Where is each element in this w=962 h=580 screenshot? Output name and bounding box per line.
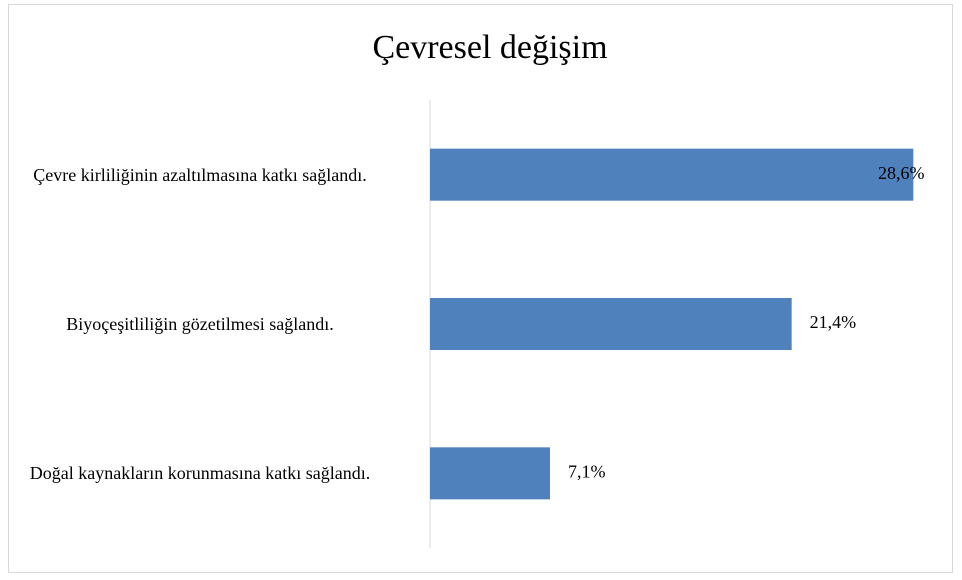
bar: [430, 447, 550, 500]
chart-title: Çevresel değişim: [372, 29, 607, 66]
category-label: Biyoçeşitliliğin gözetilmesi sağlandı.: [66, 314, 334, 334]
data-label: 21,4%: [810, 312, 857, 332]
data-label: 7,1%: [568, 461, 606, 481]
data-label: 28,6%: [878, 163, 925, 183]
bar: [430, 148, 914, 201]
category-label: Doğal kaynakların korunmasına katkı sağl…: [29, 463, 371, 484]
bar: [430, 298, 792, 350]
category-label: Çevre kirliliğinin azaltılmasına katkı s…: [33, 164, 367, 185]
